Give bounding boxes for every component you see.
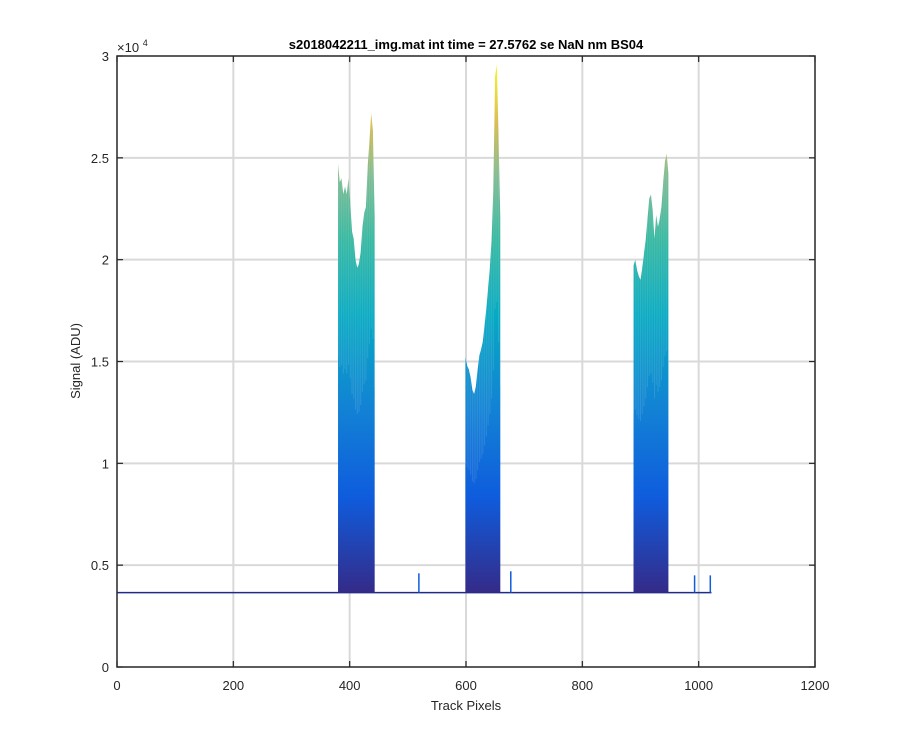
peak-1-area xyxy=(338,113,375,593)
peak-2-area xyxy=(465,64,501,593)
y-axis-exponent: ×10 4 xyxy=(117,38,148,55)
x-tick-label-200: 200 xyxy=(222,678,244,693)
x-tick-label-1000: 1000 xyxy=(684,678,713,693)
y-tick-label-2: 2 xyxy=(102,253,109,268)
data-layer xyxy=(117,64,712,594)
ticks-layer: 0 200 400 600 800 1000 1200 0 0.5 1 1.5 2 2.5 3 xyxy=(91,49,830,693)
y-tick-label-1.5: 1.5 xyxy=(91,355,109,370)
y-exponent-power: 4 xyxy=(143,38,148,48)
x-axis-label: Track Pixels xyxy=(431,698,502,713)
y-tick-label-1: 1 xyxy=(102,456,109,471)
y-exponent-base: ×10 xyxy=(117,40,139,55)
y-tick-label-0: 0 xyxy=(102,660,109,675)
x-tick-label-800: 800 xyxy=(571,678,593,693)
y-tick-label-3: 3 xyxy=(102,49,109,64)
x-tick-label-0: 0 xyxy=(113,678,120,693)
y-tick-label-2.5: 2.5 xyxy=(91,151,109,166)
x-tick-label-600: 600 xyxy=(455,678,477,693)
x-tick-label-400: 400 xyxy=(339,678,361,693)
y-axis-label: Signal (ADU) xyxy=(68,323,83,399)
x-tick-label-1200: 1200 xyxy=(801,678,830,693)
peak-3-area xyxy=(633,153,669,593)
chart-title: s2018042211_img.mat int time = 27.5762 s… xyxy=(289,37,644,52)
y-tick-label-0.5: 0.5 xyxy=(91,558,109,573)
